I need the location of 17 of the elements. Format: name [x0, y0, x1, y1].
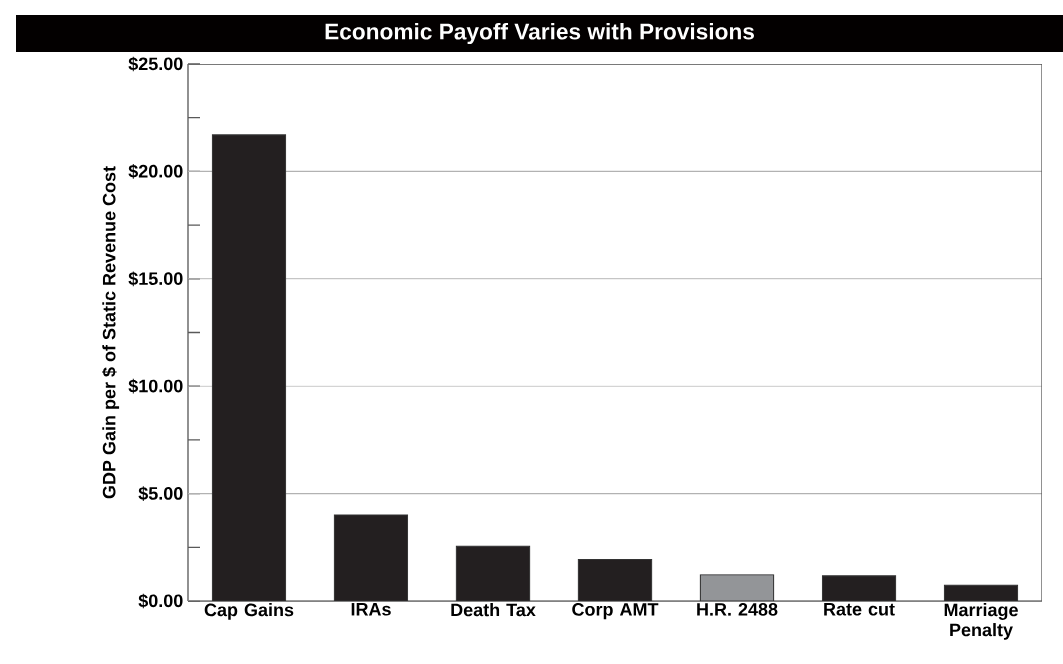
y-tick-label: $25.00 [128, 56, 183, 72]
y-tick-label: $0.00 [138, 593, 183, 609]
y-tick-label: $5.00 [138, 486, 183, 501]
x-tick-label: Cap Gains [204, 603, 294, 620]
y-tick-label: $15.00 [128, 271, 183, 287]
y-tick-label: $10.00 [128, 378, 183, 394]
y-tick-label: $20.00 [128, 164, 183, 179]
x-tick-label: Death Tax [451, 603, 536, 617]
y-axis-title: GDP Gain per $ of Static Revenue Cost [101, 166, 120, 499]
bar [211, 134, 287, 601]
x-tick-label: Rate cut [824, 603, 895, 616]
x-tick-label: IRAs [351, 603, 391, 616]
x-tick-label: Marriage Penalty [944, 603, 1018, 640]
chart-title: Economic Payoff Varies with Provisions [325, 22, 754, 45]
x-tick-label: H.R. 2488 [697, 603, 778, 616]
bar [333, 514, 409, 601]
x-tick-label: Corp AMT [572, 603, 659, 620]
